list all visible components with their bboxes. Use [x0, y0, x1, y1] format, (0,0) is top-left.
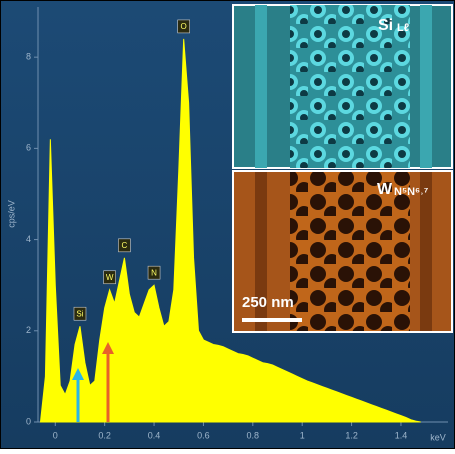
x-tick-label: 0.6 [197, 430, 210, 440]
y-tick-label: 4 [26, 234, 31, 244]
peak-label: O [181, 22, 187, 31]
peak-label-box [73, 306, 87, 321]
peak-label: Si [76, 309, 83, 318]
inset-si: Si Lℓ [232, 4, 453, 169]
x-tick-label: 1.4 [395, 430, 408, 440]
arrow-head [102, 342, 114, 354]
inset-sublabel: Lℓ [397, 22, 409, 34]
peak-label-box [147, 265, 161, 280]
x-tick-label: 0.4 [148, 430, 161, 440]
x-tick-label: 0.8 [247, 430, 260, 440]
inset-label: Si [378, 17, 393, 34]
peak-label: N [151, 268, 157, 277]
y-tick-label: 8 [26, 52, 31, 62]
y-axis-label: cps/eV [6, 200, 16, 228]
y-tick-label: 0 [26, 416, 31, 426]
peak-label: C [122, 241, 128, 250]
inset-sublabel: N⁵N⁶˒⁷ [394, 186, 429, 198]
scale-bar-label: 250 nm [242, 294, 294, 311]
spectrum [39, 38, 421, 423]
scale-bar [242, 318, 302, 322]
peak-label: W [106, 273, 114, 282]
x-tick-label: 0 [53, 430, 58, 440]
peak-label-box [118, 238, 131, 253]
y-tick-label: 6 [26, 143, 31, 153]
inset-label: W [377, 181, 393, 198]
peak-label-box [103, 270, 116, 285]
x-tick-label: 1 [300, 430, 305, 440]
arrow-head [72, 368, 84, 380]
x-tick-label: 1.2 [345, 430, 358, 440]
x-tick-label: 0.2 [98, 430, 111, 440]
inset-w: W N⁵N⁶˒⁷ 250 nm [232, 170, 453, 333]
y-tick-label: 2 [26, 325, 31, 335]
peak-label-box [177, 19, 190, 34]
x-axis-label: keV [430, 432, 446, 442]
